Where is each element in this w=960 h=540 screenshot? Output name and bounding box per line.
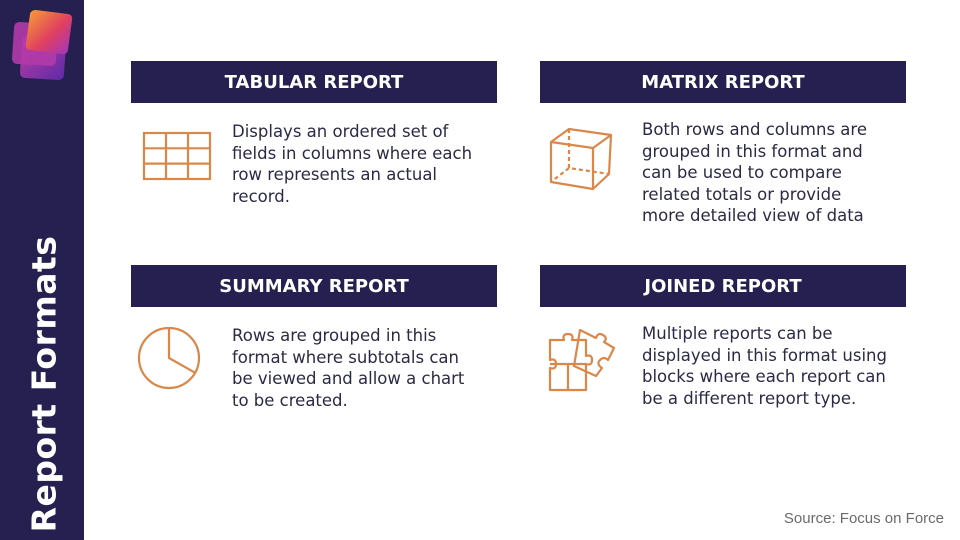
pie-chart-icon (137, 326, 201, 390)
text-line: can be used to compare (642, 163, 842, 182)
text-line: blocks where each report can (642, 367, 886, 386)
joined-report-description: Multiple reports can be displayed in thi… (642, 323, 917, 409)
text-line: more detailed view of data (642, 206, 864, 225)
text-line: related totals or provide (642, 184, 842, 204)
summary-report-heading: SUMMARY REPORT (131, 265, 497, 307)
source-caption: Source: Focus on Force (783, 510, 944, 527)
text-line: be viewed and allow a chart (232, 369, 465, 388)
text-line: format where subtotals can (232, 347, 459, 367)
matrix-report-heading: MATRIX REPORT (540, 61, 906, 103)
text-line: fields in columns where each (232, 143, 473, 163)
text-line: Both rows and columns are (642, 120, 867, 139)
text-line: row represents an actual (232, 165, 438, 184)
text-line: record. (232, 186, 290, 206)
text-line: Multiple reports can be (642, 324, 833, 343)
page-title: Report Formats (24, 235, 64, 533)
text-line: to be created. (232, 390, 348, 410)
matrix-report-description: Both rows and columns are grouped in thi… (642, 119, 917, 227)
tabular-report-description: Displays an ordered set of fields in col… (232, 121, 507, 207)
text-line: displayed in this format using (642, 345, 887, 365)
sidebar: Report Formats (0, 0, 84, 540)
table-grid-icon (142, 131, 212, 181)
joined-report-heading: JOINED REPORT (540, 265, 906, 307)
text-line: Rows are grouped in this (232, 326, 437, 345)
summary-report-description: Rows are grouped in this format where su… (232, 325, 507, 411)
tabular-report-heading: TABULAR REPORT (131, 61, 497, 103)
puzzle-icon (548, 328, 616, 392)
logo-icon (12, 10, 73, 80)
text-line: grouped in this format and (642, 141, 863, 161)
cube-icon (549, 127, 613, 191)
text-line: be a different report type. (642, 388, 857, 408)
text-line: Displays an ordered set of (232, 122, 449, 141)
